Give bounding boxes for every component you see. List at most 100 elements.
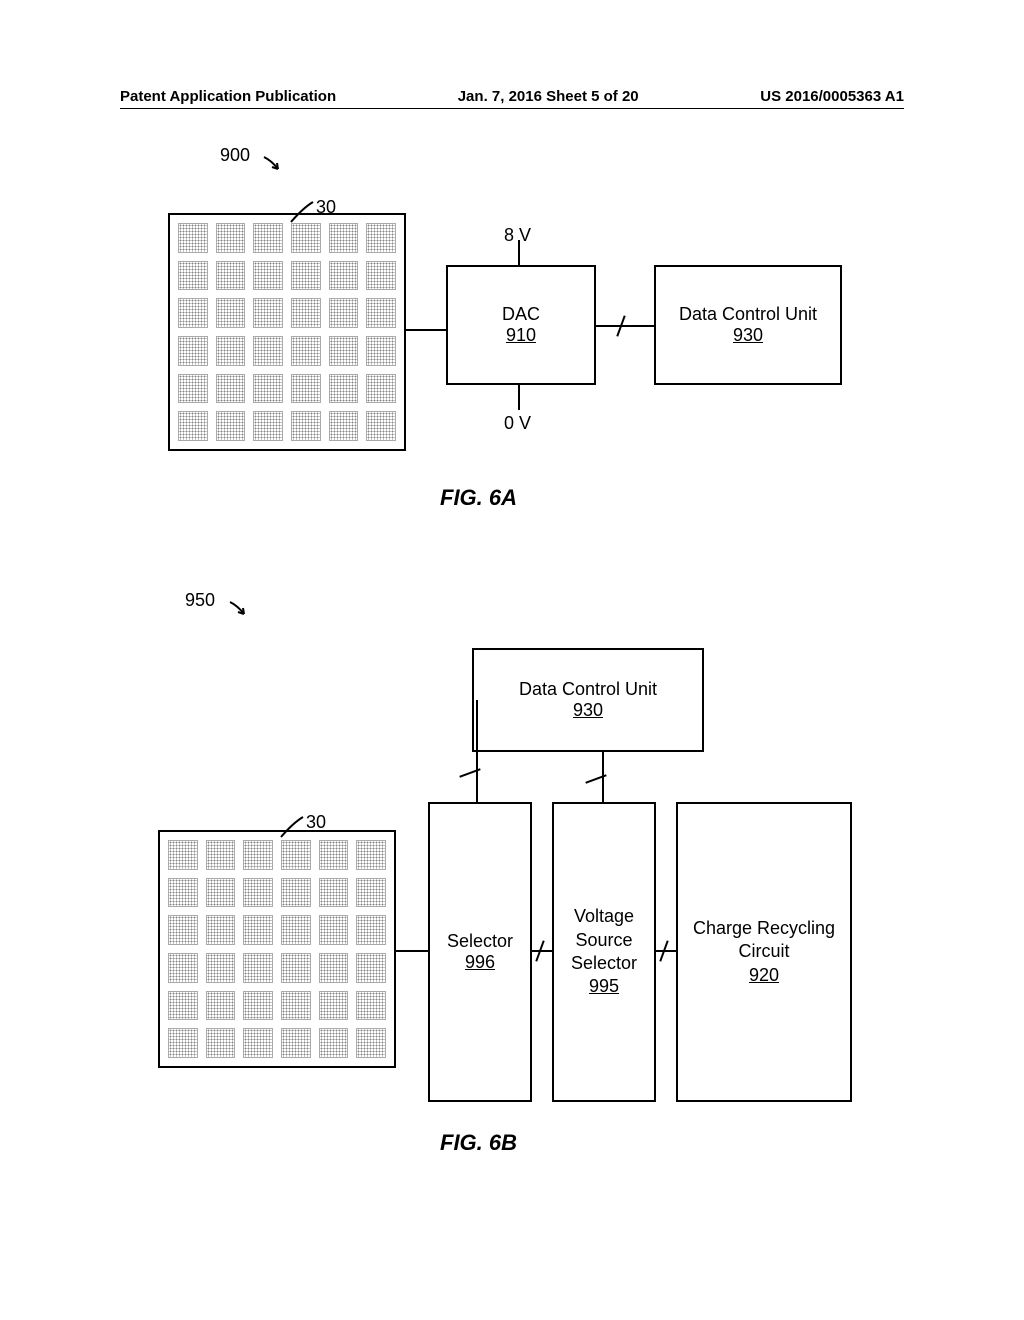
pixel bbox=[329, 336, 359, 366]
crc-line2: Circuit bbox=[738, 940, 789, 963]
vss-line1: Voltage bbox=[574, 905, 634, 928]
pixel bbox=[291, 411, 321, 441]
pixel bbox=[216, 374, 246, 404]
pixel bbox=[281, 840, 311, 870]
header-left: Patent Application Publication bbox=[120, 88, 336, 105]
pixel bbox=[206, 915, 236, 945]
selector-name: Selector bbox=[447, 931, 513, 952]
data-control-unit-6a: Data Control Unit 930 bbox=[654, 265, 842, 385]
pixel bbox=[281, 953, 311, 983]
pixel bbox=[356, 915, 386, 945]
pixel bbox=[168, 840, 198, 870]
pixel bbox=[356, 840, 386, 870]
pixel bbox=[329, 261, 359, 291]
pixel bbox=[206, 1028, 236, 1058]
pixel bbox=[178, 298, 208, 328]
dac-name: DAC bbox=[502, 304, 540, 325]
pixel bbox=[168, 878, 198, 908]
pixel bbox=[329, 223, 359, 253]
header-right: US 2016/0005363 A1 bbox=[760, 88, 904, 105]
ref-900: 900 bbox=[220, 145, 250, 166]
pixel bbox=[291, 374, 321, 404]
crc-num: 920 bbox=[749, 964, 779, 987]
pixel bbox=[178, 261, 208, 291]
pixel-panel-6b bbox=[158, 830, 396, 1068]
pixel bbox=[281, 991, 311, 1021]
selector-block: Selector 996 bbox=[428, 802, 532, 1102]
wire bbox=[476, 700, 478, 802]
pixel bbox=[253, 336, 283, 366]
charge-recycling-circuit-block: Charge Recycling Circuit 920 bbox=[676, 802, 852, 1102]
pixel bbox=[366, 298, 396, 328]
pixel bbox=[291, 336, 321, 366]
pixel bbox=[319, 878, 349, 908]
dcu-name: Data Control Unit bbox=[679, 304, 817, 325]
pixel bbox=[178, 223, 208, 253]
pixel bbox=[168, 915, 198, 945]
pixel bbox=[281, 915, 311, 945]
pixel bbox=[216, 223, 246, 253]
pixel bbox=[366, 261, 396, 291]
pixel bbox=[243, 915, 273, 945]
pixel bbox=[319, 915, 349, 945]
pixel bbox=[329, 374, 359, 404]
figure-label-6b: FIG. 6B bbox=[440, 1130, 517, 1156]
wire bbox=[656, 950, 676, 952]
pixel bbox=[319, 1028, 349, 1058]
data-control-unit-6b: Data Control Unit 930 bbox=[472, 648, 704, 752]
pixel bbox=[168, 953, 198, 983]
pixel bbox=[206, 953, 236, 983]
vss-num: 995 bbox=[589, 975, 619, 998]
pixel bbox=[366, 336, 396, 366]
pixel bbox=[216, 261, 246, 291]
pixel bbox=[253, 261, 283, 291]
pixel bbox=[243, 840, 273, 870]
pixel bbox=[253, 374, 283, 404]
arrow-icon bbox=[262, 155, 284, 177]
pixel bbox=[216, 336, 246, 366]
pixel bbox=[356, 878, 386, 908]
wire bbox=[396, 950, 428, 952]
voltage-0v-label: 0 V bbox=[504, 413, 531, 434]
pixel bbox=[281, 1028, 311, 1058]
pixel-panel-6a bbox=[168, 213, 406, 451]
page-header: Patent Application Publication Jan. 7, 2… bbox=[0, 88, 1024, 105]
figure-label-6a: FIG. 6A bbox=[440, 485, 517, 511]
header-rule bbox=[120, 108, 904, 109]
pixel bbox=[291, 261, 321, 291]
pixel bbox=[168, 1028, 198, 1058]
dcu-num: 930 bbox=[573, 700, 603, 721]
pixel-grid bbox=[170, 215, 404, 449]
pixel bbox=[243, 1028, 273, 1058]
pixel bbox=[356, 991, 386, 1021]
pixel bbox=[291, 223, 321, 253]
wire bbox=[518, 385, 520, 410]
dcu-name: Data Control Unit bbox=[519, 679, 657, 700]
pixel bbox=[356, 1028, 386, 1058]
selector-num: 996 bbox=[465, 952, 495, 973]
dcu-num: 930 bbox=[733, 325, 763, 346]
pixel bbox=[206, 840, 236, 870]
crc-line1: Charge Recycling bbox=[693, 917, 835, 940]
pixel bbox=[329, 411, 359, 441]
patent-page: Patent Application Publication Jan. 7, 2… bbox=[0, 0, 1024, 1320]
voltage-source-selector-block: Voltage Source Selector 995 bbox=[552, 802, 656, 1102]
pixel bbox=[178, 336, 208, 366]
pixel bbox=[319, 840, 349, 870]
dac-block: DAC 910 bbox=[446, 265, 596, 385]
pixel bbox=[291, 298, 321, 328]
pixel bbox=[329, 298, 359, 328]
pixel bbox=[366, 374, 396, 404]
pixel bbox=[178, 374, 208, 404]
pixel bbox=[253, 411, 283, 441]
ref-950: 950 bbox=[185, 590, 215, 611]
arrow-icon bbox=[228, 600, 250, 622]
pixel bbox=[366, 411, 396, 441]
wire bbox=[596, 325, 654, 327]
figure-6b: 950 Data Control Unit 930 30 bbox=[120, 590, 904, 1190]
pixel bbox=[243, 991, 273, 1021]
pixel bbox=[168, 991, 198, 1021]
pixel bbox=[319, 991, 349, 1021]
wire bbox=[406, 329, 446, 331]
pixel bbox=[216, 411, 246, 441]
